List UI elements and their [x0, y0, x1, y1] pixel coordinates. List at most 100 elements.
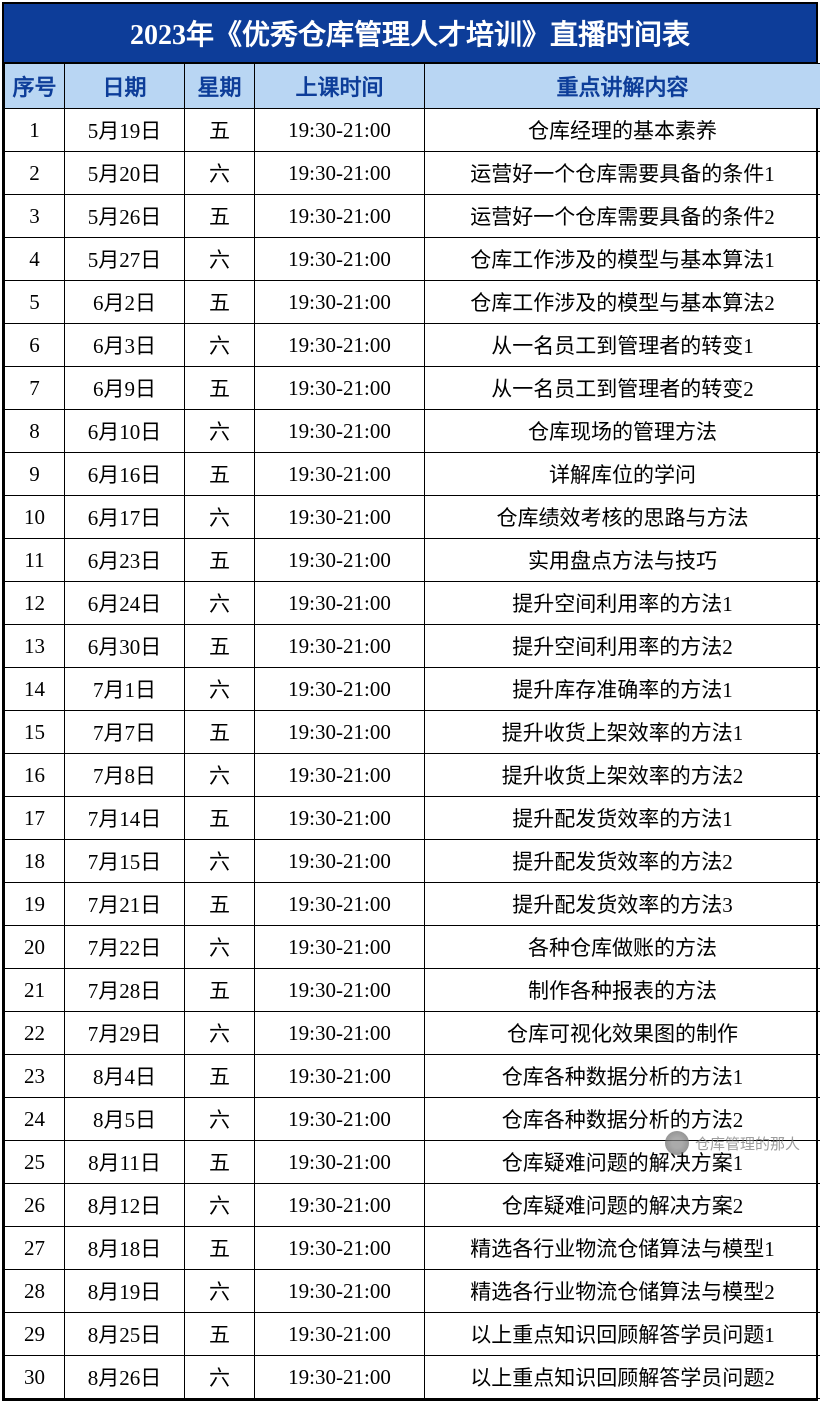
table-cell: 8 [5, 410, 65, 453]
table-cell: 5月26日 [65, 195, 185, 238]
table-cell: 仓库工作涉及的模型与基本算法2 [425, 281, 820, 324]
table-header-row: 序号 日期 星期 上课时间 重点讲解内容 [5, 64, 820, 109]
table-cell: 7月29日 [65, 1012, 185, 1055]
table-cell: 29 [5, 1313, 65, 1356]
table-cell: 19:30-21:00 [255, 195, 425, 238]
table-cell: 24 [5, 1098, 65, 1141]
table-cell: 五 [185, 195, 255, 238]
table-cell: 19:30-21:00 [255, 797, 425, 840]
table-cell: 制作各种报表的方法 [425, 969, 820, 1012]
table-cell: 六 [185, 1098, 255, 1141]
table-cell: 仓库可视化效果图的制作 [425, 1012, 820, 1055]
table-cell: 16 [5, 754, 65, 797]
table-cell: 19:30-21:00 [255, 625, 425, 668]
table-cell: 2 [5, 152, 65, 195]
table-row: 187月15日六19:30-21:00提升配发货效率的方法2 [5, 840, 820, 883]
table-row: 86月10日六19:30-21:00仓库现场的管理方法 [5, 410, 820, 453]
table-cell: 25 [5, 1141, 65, 1184]
table-cell: 6 [5, 324, 65, 367]
table-cell: 8月18日 [65, 1227, 185, 1270]
table-cell: 五 [185, 711, 255, 754]
table-cell: 详解库位的学问 [425, 453, 820, 496]
th-week: 星期 [185, 64, 255, 109]
table-cell: 19:30-21:00 [255, 410, 425, 453]
table-row: 238月4日五19:30-21:00仓库各种数据分析的方法1 [5, 1055, 820, 1098]
table-cell: 六 [185, 926, 255, 969]
table-cell: 22 [5, 1012, 65, 1055]
table-cell: 20 [5, 926, 65, 969]
table-cell: 19:30-21:00 [255, 539, 425, 582]
table-cell: 精选各行业物流仓储算法与模型1 [425, 1227, 820, 1270]
table-cell: 19:30-21:00 [255, 109, 425, 152]
table-cell: 六 [185, 754, 255, 797]
table-cell: 运营好一个仓库需要具备的条件1 [425, 152, 820, 195]
table-cell: 六 [185, 324, 255, 367]
table-cell: 各种仓库做账的方法 [425, 926, 820, 969]
table-cell: 仓库各种数据分析的方法1 [425, 1055, 820, 1098]
table-cell: 7月15日 [65, 840, 185, 883]
table-row: 288月19日六19:30-21:00精选各行业物流仓储算法与模型2 [5, 1270, 820, 1313]
table-cell: 提升空间利用率的方法1 [425, 582, 820, 625]
table-cell: 19:30-21:00 [255, 711, 425, 754]
table-row: 157月7日五19:30-21:00提升收货上架效率的方法1 [5, 711, 820, 754]
table-row: 217月28日五19:30-21:00制作各种报表的方法 [5, 969, 820, 1012]
table-cell: 仓库经理的基本素养 [425, 109, 820, 152]
table-cell: 五 [185, 1055, 255, 1098]
table-row: 66月3日六19:30-21:00从一名员工到管理者的转变1 [5, 324, 820, 367]
table-cell: 15 [5, 711, 65, 754]
table-cell: 19:30-21:00 [255, 1098, 425, 1141]
table-cell: 19 [5, 883, 65, 926]
table-cell: 19:30-21:00 [255, 926, 425, 969]
table-cell: 7月28日 [65, 969, 185, 1012]
table-cell: 五 [185, 281, 255, 324]
table-cell: 五 [185, 1141, 255, 1184]
table-cell: 1 [5, 109, 65, 152]
table-cell: 五 [185, 797, 255, 840]
table-cell: 19:30-21:00 [255, 1313, 425, 1356]
table-cell: 8月5日 [65, 1098, 185, 1141]
table-cell: 8月4日 [65, 1055, 185, 1098]
table-cell: 五 [185, 625, 255, 668]
table-cell: 六 [185, 668, 255, 711]
table-cell: 五 [185, 1313, 255, 1356]
table-row: 147月1日六19:30-21:00提升库存准确率的方法1 [5, 668, 820, 711]
table-cell: 26 [5, 1184, 65, 1227]
table-cell: 6月10日 [65, 410, 185, 453]
watermark: 仓库管理的那人 [665, 1131, 800, 1155]
table-cell: 18 [5, 840, 65, 883]
table-cell: 13 [5, 625, 65, 668]
table-cell: 6月2日 [65, 281, 185, 324]
table-cell: 7月21日 [65, 883, 185, 926]
table-cell: 提升库存准确率的方法1 [425, 668, 820, 711]
table-cell: 六 [185, 1184, 255, 1227]
table-cell: 提升收货上架效率的方法1 [425, 711, 820, 754]
table-cell: 17 [5, 797, 65, 840]
table-cell: 六 [185, 582, 255, 625]
page-title: 2023年《优秀仓库管理人才培训》直播时间表 [4, 4, 816, 63]
table-cell: 19:30-21:00 [255, 1270, 425, 1313]
table-cell: 提升配发货效率的方法2 [425, 840, 820, 883]
table-cell: 19:30-21:00 [255, 152, 425, 195]
table-cell: 6月16日 [65, 453, 185, 496]
table-cell: 5 [5, 281, 65, 324]
table-cell: 运营好一个仓库需要具备的条件2 [425, 195, 820, 238]
table-body: 15月19日五19:30-21:00仓库经理的基本素养25月20日六19:30-… [5, 109, 820, 1399]
schedule-table: 序号 日期 星期 上课时间 重点讲解内容 15月19日五19:30-21:00仓… [4, 63, 820, 1399]
table-cell: 提升配发货效率的方法3 [425, 883, 820, 926]
table-cell: 8月26日 [65, 1356, 185, 1399]
table-row: 35月26日五19:30-21:00运营好一个仓库需要具备的条件2 [5, 195, 820, 238]
table-cell: 14 [5, 668, 65, 711]
table-cell: 6月23日 [65, 539, 185, 582]
table-cell: 23 [5, 1055, 65, 1098]
table-cell: 五 [185, 883, 255, 926]
table-row: 227月29日六19:30-21:00仓库可视化效果图的制作 [5, 1012, 820, 1055]
th-date: 日期 [65, 64, 185, 109]
watermark-text: 仓库管理的那人 [695, 1133, 800, 1154]
table-cell: 六 [185, 840, 255, 883]
table-row: 76月9日五19:30-21:00从一名员工到管理者的转变2 [5, 367, 820, 410]
table-cell: 19:30-21:00 [255, 1227, 425, 1270]
table-cell: 5月27日 [65, 238, 185, 281]
table-cell: 19:30-21:00 [255, 582, 425, 625]
table-cell: 从一名员工到管理者的转变1 [425, 324, 820, 367]
table-cell: 6月17日 [65, 496, 185, 539]
